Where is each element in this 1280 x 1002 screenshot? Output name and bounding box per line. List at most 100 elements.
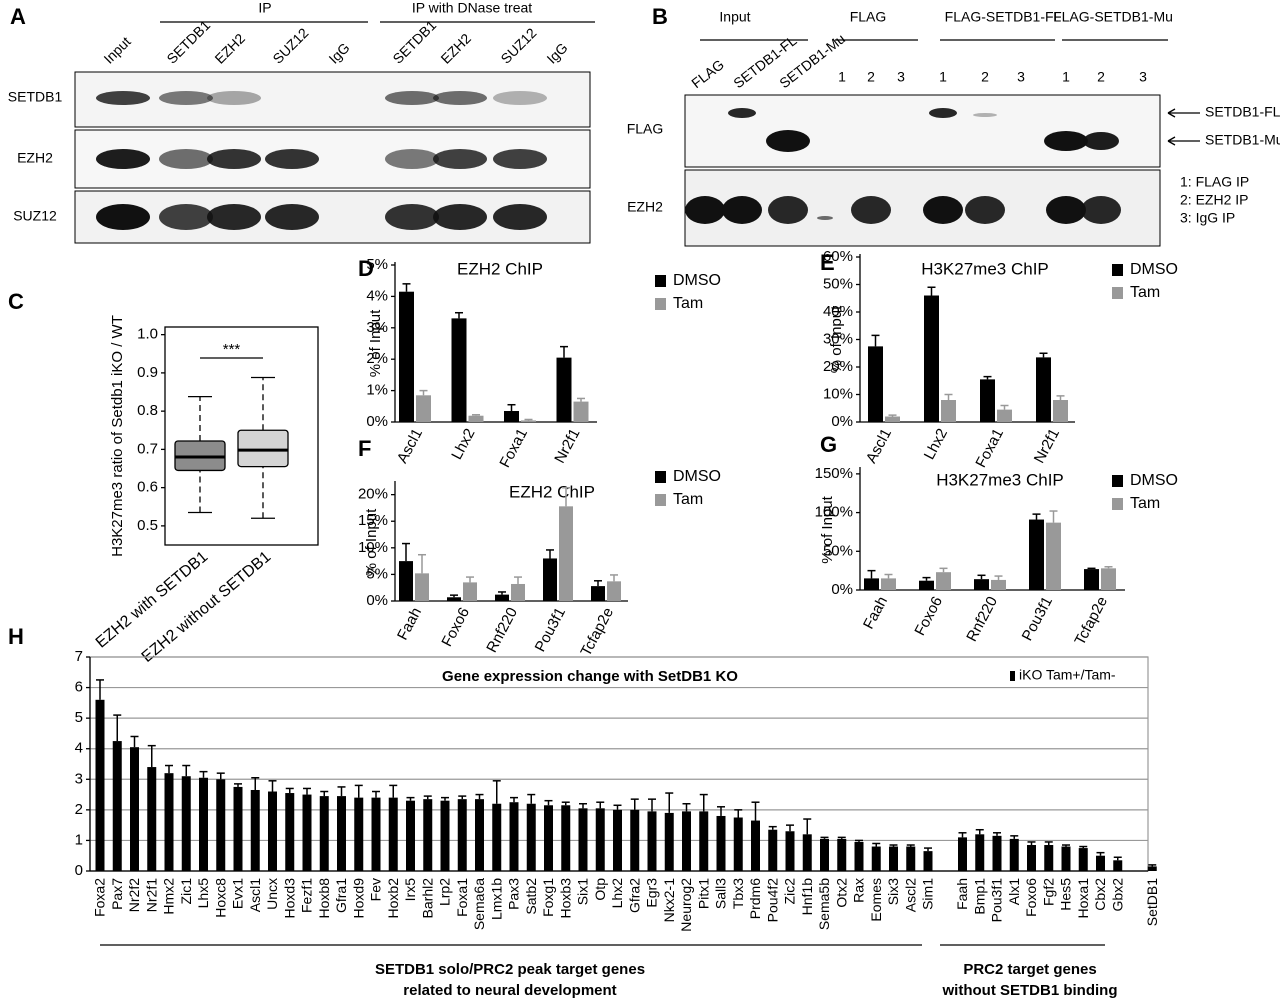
x-tick-label: Prdm6 [747, 878, 763, 919]
bar [595, 808, 605, 871]
bar [451, 318, 467, 422]
x-tick-label: Six1 [575, 878, 591, 905]
lane-label: SUZ12 [497, 24, 539, 66]
band [923, 196, 963, 224]
bar [1036, 357, 1051, 422]
y-tick-label: 40% [823, 303, 853, 320]
bar [388, 797, 398, 871]
x-tick-label: Gfra1 [333, 878, 349, 913]
panel-label: C [8, 289, 24, 314]
bar [1061, 846, 1071, 871]
y-tick-label: 5 [75, 709, 83, 726]
x-tick-label: Zic2 [782, 878, 798, 905]
x-tick-label: Gfra2 [626, 878, 642, 913]
x-tick-label: Foxa2 [92, 878, 108, 917]
bar [164, 773, 174, 871]
key-label: 1: FLAG IP [1180, 174, 1249, 190]
bar [854, 841, 864, 871]
x-tick-label: Cbx2 [1092, 878, 1108, 911]
band-label: SETDB1-FL [1205, 104, 1280, 120]
legend-label: DMSO [1130, 472, 1178, 489]
y-tick-label: 0% [831, 413, 853, 430]
legend-label: Tam [673, 491, 703, 508]
row-label: EZH2 [17, 150, 53, 166]
bar [130, 747, 139, 871]
legend-label: iKO Tam+/Tam- [1019, 667, 1116, 683]
band [96, 204, 150, 230]
lane-label: IgG [325, 39, 352, 66]
band [965, 196, 1005, 224]
bar [463, 582, 477, 601]
band [207, 91, 261, 105]
x-tick-label: Uncx [264, 878, 280, 910]
x-tick-label: Nr2f2 [126, 878, 142, 912]
bar [268, 791, 277, 871]
bar [1053, 400, 1068, 422]
x-tick-label: Foxa1 [496, 426, 531, 471]
x-tick-label: Pax3 [506, 878, 522, 910]
chart-title: H3K27me3 ChIP [921, 259, 1049, 278]
lane-label: 2 [1097, 69, 1105, 85]
x-tick-label: Barhl2 [419, 878, 435, 919]
bar [591, 586, 605, 601]
blot-group: FLAG [850, 9, 887, 25]
bar [647, 811, 657, 871]
x-tick-label: Nr2f1 [551, 426, 583, 466]
bar [864, 578, 879, 590]
plot-frame [164, 326, 319, 546]
x-tick-label: Foxa1 [972, 426, 1007, 471]
band [433, 204, 487, 230]
bar [919, 580, 934, 590]
x-tick-label: Neurog2 [678, 878, 694, 932]
chart-title: EZH2 ChIP [457, 259, 543, 278]
bar [1096, 855, 1105, 871]
y-tick-label: 20% [358, 486, 388, 503]
bar [664, 812, 674, 871]
x-tick-label: Lrp2 [437, 878, 453, 906]
x-tick-label: Eomes [868, 878, 884, 922]
panel-label: B [652, 4, 668, 29]
bar [416, 395, 431, 422]
y-tick-label: 10% [358, 539, 388, 556]
band [768, 196, 808, 224]
x-tick-label: Hnf1b [799, 878, 815, 916]
bar [941, 400, 956, 422]
bar [319, 796, 329, 871]
y-axis-label: % of Input [363, 508, 380, 576]
band [728, 108, 756, 118]
bar [1084, 569, 1099, 590]
bar [511, 583, 525, 601]
chart-title: H3K27me3 ChIP [936, 470, 1064, 489]
y-tick-label: 0 [75, 862, 83, 879]
x-tick-label: Tbx3 [730, 878, 746, 909]
lane-label: 3 [1017, 69, 1025, 85]
bar [974, 579, 989, 590]
x-tick-label: EZH2 without SETDB1 [139, 548, 275, 666]
bar [885, 416, 900, 422]
y-tick-label: 7 [75, 648, 83, 665]
x-tick-label: Rnf220 [483, 605, 521, 656]
band [685, 196, 725, 224]
x-tick-label: Lhx2 [448, 426, 478, 463]
x-tick-label: Hoxb2 [385, 878, 401, 919]
lane-label: 3 [897, 69, 905, 85]
x-tick-label: Hoxb3 [557, 878, 573, 919]
bar [923, 851, 933, 871]
y-tick-label: 4 [75, 740, 83, 757]
x-tick-label: Tcfap2e [1071, 594, 1111, 648]
y-tick-label: 3% [366, 319, 388, 336]
x-tick-label: Pou3f1 [989, 878, 1005, 923]
x-tick-label: Lhx5 [195, 878, 211, 909]
band [207, 204, 261, 230]
y-tick-label: 6 [75, 679, 83, 696]
bar [768, 829, 778, 871]
bar [492, 803, 502, 871]
lane-label: EZH2 [211, 30, 248, 67]
row-label: SETDB1 [8, 89, 63, 105]
bar [1147, 866, 1157, 871]
bar [354, 797, 364, 871]
x-tick-label: Zic1 [178, 878, 194, 905]
band [493, 91, 547, 105]
bar [1113, 860, 1123, 871]
x-tick-label: SetDB1 [1144, 878, 1160, 926]
